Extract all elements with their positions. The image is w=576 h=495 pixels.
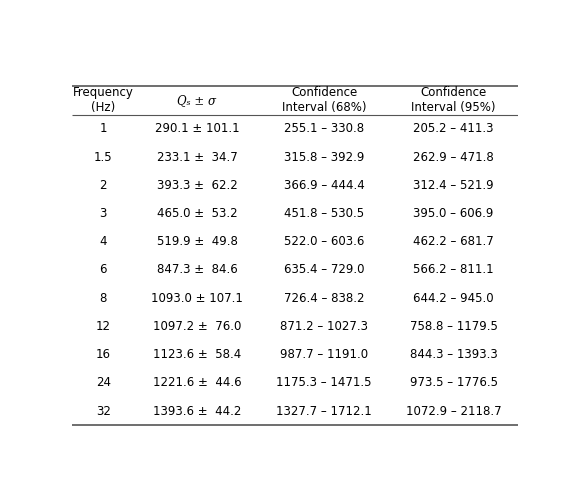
Text: 635.4 – 729.0: 635.4 – 729.0 [284, 263, 365, 277]
Text: 451.8 – 530.5: 451.8 – 530.5 [284, 207, 364, 220]
Text: 462.2 – 681.7: 462.2 – 681.7 [414, 235, 494, 248]
Text: 1093.0 ± 107.1: 1093.0 ± 107.1 [151, 292, 243, 305]
Text: 12: 12 [96, 320, 111, 333]
Text: 726.4 – 838.2: 726.4 – 838.2 [284, 292, 365, 305]
Text: 8: 8 [100, 292, 107, 305]
Text: 522.0 – 603.6: 522.0 – 603.6 [284, 235, 365, 248]
Text: 1221.6 ±  44.6: 1221.6 ± 44.6 [153, 376, 241, 390]
Text: 2: 2 [100, 179, 107, 192]
Text: Frequency
(Hz): Frequency (Hz) [73, 86, 134, 114]
Text: 1: 1 [100, 122, 107, 135]
Text: 255.1 – 330.8: 255.1 – 330.8 [284, 122, 364, 135]
Text: 366.9 – 444.4: 366.9 – 444.4 [284, 179, 365, 192]
Text: 758.8 – 1179.5: 758.8 – 1179.5 [410, 320, 498, 333]
Text: 233.1 ±  34.7: 233.1 ± 34.7 [157, 150, 237, 163]
Text: 844.3 – 1393.3: 844.3 – 1393.3 [410, 348, 498, 361]
Text: 24: 24 [96, 376, 111, 390]
Text: 393.3 ±  62.2: 393.3 ± 62.2 [157, 179, 237, 192]
Text: 290.1 ± 101.1: 290.1 ± 101.1 [155, 122, 239, 135]
Text: Confidence
Interval (68%): Confidence Interval (68%) [282, 86, 366, 114]
Text: Qₛ ± σ: Qₛ ± σ [177, 94, 217, 107]
Text: 262.9 – 471.8: 262.9 – 471.8 [414, 150, 494, 163]
Text: 6: 6 [100, 263, 107, 277]
Text: 871.2 – 1027.3: 871.2 – 1027.3 [280, 320, 368, 333]
Text: 1393.6 ±  44.2: 1393.6 ± 44.2 [153, 405, 241, 418]
Text: 847.3 ±  84.6: 847.3 ± 84.6 [157, 263, 237, 277]
Text: Confidence
Interval (95%): Confidence Interval (95%) [411, 86, 496, 114]
Text: 1.5: 1.5 [94, 150, 112, 163]
Text: 1097.2 ±  76.0: 1097.2 ± 76.0 [153, 320, 241, 333]
Text: 205.2 – 411.3: 205.2 – 411.3 [414, 122, 494, 135]
Text: 987.7 – 1191.0: 987.7 – 1191.0 [280, 348, 368, 361]
Text: 1123.6 ±  58.4: 1123.6 ± 58.4 [153, 348, 241, 361]
Text: 32: 32 [96, 405, 111, 418]
Text: 519.9 ±  49.8: 519.9 ± 49.8 [157, 235, 237, 248]
Text: 4: 4 [100, 235, 107, 248]
Text: 644.2 – 945.0: 644.2 – 945.0 [414, 292, 494, 305]
Text: 3: 3 [100, 207, 107, 220]
Text: 1327.7 – 1712.1: 1327.7 – 1712.1 [276, 405, 372, 418]
Text: 465.0 ±  53.2: 465.0 ± 53.2 [157, 207, 237, 220]
Text: 1072.9 – 2118.7: 1072.9 – 2118.7 [406, 405, 502, 418]
Text: 1175.3 – 1471.5: 1175.3 – 1471.5 [276, 376, 372, 390]
Text: 566.2 – 811.1: 566.2 – 811.1 [414, 263, 494, 277]
Text: 973.5 – 1776.5: 973.5 – 1776.5 [410, 376, 498, 390]
Text: 16: 16 [96, 348, 111, 361]
Text: 395.0 – 606.9: 395.0 – 606.9 [414, 207, 494, 220]
Text: 315.8 – 392.9: 315.8 – 392.9 [284, 150, 365, 163]
Text: 312.4 – 521.9: 312.4 – 521.9 [414, 179, 494, 192]
